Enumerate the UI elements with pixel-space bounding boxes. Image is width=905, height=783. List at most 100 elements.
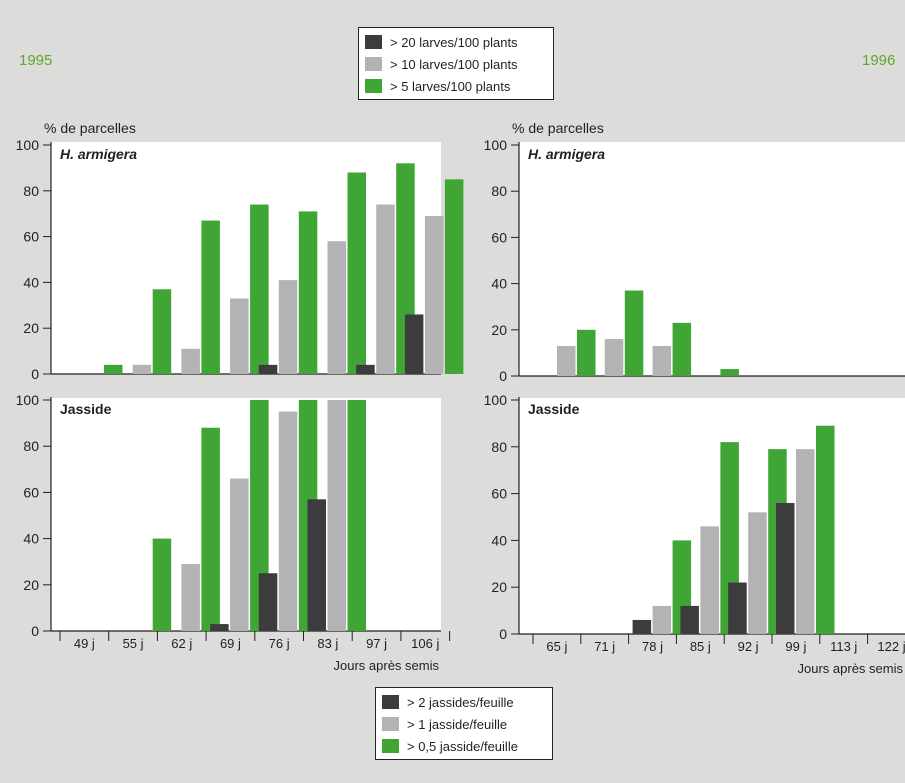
legend-label: > 0,5 jasside/feuille — [407, 738, 518, 754]
bar — [210, 624, 229, 631]
x-tick-label: 99 j — [785, 639, 806, 654]
bar — [796, 449, 815, 634]
bar — [181, 348, 200, 374]
bar — [152, 289, 172, 374]
year-label-1996: 1996 — [862, 52, 896, 69]
x-tick-label: 85 j — [690, 639, 711, 654]
x-tick-label: 71 j — [594, 639, 615, 654]
y-tick-label: 100 — [484, 137, 508, 153]
bar — [258, 364, 278, 374]
bar — [672, 322, 692, 376]
x-tick-label: 92 j — [738, 639, 759, 654]
x-axis-label: Jours après semis — [334, 658, 440, 673]
bar — [327, 400, 346, 631]
x-tick-label: 62 j — [171, 636, 192, 651]
y-tick-label: 0 — [31, 623, 39, 639]
legend-item: > 2 jassides/feuille — [382, 691, 546, 713]
bar — [728, 582, 747, 634]
panel-label: H. armigera — [528, 146, 605, 162]
bar — [356, 364, 375, 374]
x-tick-label: 69 j — [220, 636, 241, 651]
x-tick-label: 122 j — [877, 639, 905, 654]
bar — [557, 345, 576, 376]
bar — [181, 564, 200, 631]
legend-item: > 5 larves/100 plants — [365, 75, 547, 97]
bar — [201, 220, 220, 374]
bar — [278, 280, 298, 374]
y-tick-label: 100 — [16, 392, 40, 408]
x-tick-label: 113 j — [830, 639, 857, 654]
bar — [404, 314, 424, 374]
legend-label: > 2 jassides/feuille — [407, 694, 514, 710]
legend-label: > 5 larves/100 plants — [390, 78, 511, 94]
bar — [258, 573, 278, 631]
bar — [104, 364, 123, 374]
bar — [604, 339, 624, 376]
legend-swatch-green — [382, 739, 399, 753]
y-tick-label: 100 — [484, 392, 508, 408]
y-tick-label: 80 — [491, 439, 507, 455]
bar — [230, 478, 249, 631]
bar — [444, 179, 464, 374]
y-tick-label: 40 — [491, 532, 507, 548]
x-tick-label: 55 j — [123, 636, 144, 651]
y-tick-label: 20 — [491, 579, 507, 595]
y-tick-label: 60 — [23, 229, 39, 245]
x-axis-label: Jours après semis — [798, 661, 904, 676]
bar — [624, 290, 644, 376]
bar — [700, 526, 719, 634]
bar — [748, 512, 767, 634]
panel-label: Jasside — [528, 401, 580, 417]
y-tick-label: 0 — [499, 368, 507, 384]
bar — [132, 364, 152, 374]
bar — [307, 499, 326, 631]
y-tick-label: 60 — [491, 229, 507, 245]
panel-label: Jasside — [60, 401, 112, 417]
bar — [250, 204, 269, 374]
x-tick-label: 97 j — [366, 636, 387, 651]
bar — [652, 345, 672, 376]
bar — [230, 298, 249, 374]
x-tick-label: 106 j — [411, 636, 439, 651]
y-tick-label: 40 — [23, 531, 39, 547]
bar — [152, 538, 172, 631]
legend-item: > 1 jasside/feuille — [382, 713, 546, 735]
year-label-1995: 1995 — [19, 52, 53, 69]
bar — [652, 605, 672, 634]
y-tick-label: 20 — [491, 322, 507, 338]
bar — [347, 172, 366, 374]
y-tick-label: 80 — [23, 438, 39, 454]
legend-swatch-dark — [382, 695, 399, 709]
bar — [201, 427, 220, 631]
bar — [720, 369, 739, 376]
bar — [776, 502, 795, 634]
legend-swatch-grey — [365, 57, 382, 71]
y-tick-label: 0 — [499, 626, 507, 642]
plot-panel — [519, 142, 905, 376]
legend-label: > 20 larves/100 plants — [390, 34, 518, 50]
legend-swatch-grey — [382, 717, 399, 731]
legend-label: > 10 larves/100 plants — [390, 56, 518, 72]
y-tick-label: 80 — [23, 183, 39, 199]
x-tick-label: 76 j — [269, 636, 290, 651]
y-axis-label: % de parcelles — [512, 120, 604, 136]
legend-item: > 10 larves/100 plants — [365, 53, 547, 75]
panel-label: H. armigera — [60, 146, 137, 162]
x-tick-label: 49 j — [74, 636, 95, 651]
y-tick-label: 100 — [16, 137, 40, 153]
legend-item: > 0,5 jasside/feuille — [382, 735, 546, 757]
x-tick-label: 65 j — [546, 639, 567, 654]
bar — [816, 425, 835, 634]
bar — [424, 215, 444, 374]
bar — [278, 411, 298, 631]
y-tick-label: 20 — [23, 577, 39, 593]
y-tick-label: 40 — [491, 276, 507, 292]
legend-swatch-dark — [365, 35, 382, 49]
y-tick-label: 60 — [491, 486, 507, 502]
legend-larvae: > 20 larves/100 plants > 10 larves/100 p… — [358, 27, 554, 100]
x-tick-label: 83 j — [317, 636, 338, 651]
bar — [298, 211, 318, 374]
y-tick-label: 20 — [23, 320, 39, 336]
